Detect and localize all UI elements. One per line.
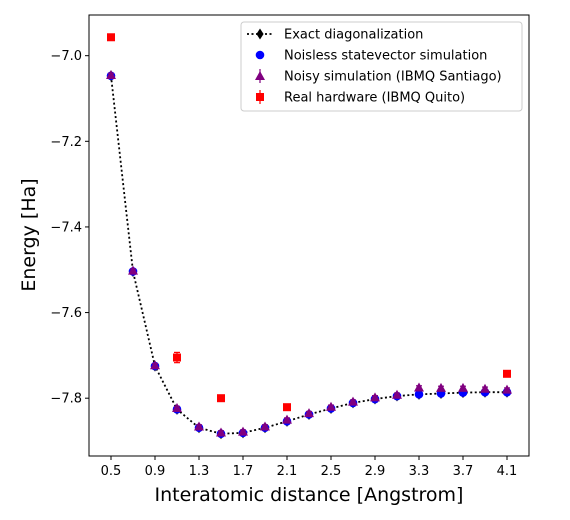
noisy-point bbox=[106, 69, 116, 79]
legend-marker bbox=[256, 28, 264, 40]
x-tick-label: 1.3 bbox=[189, 464, 210, 479]
legend-box bbox=[240, 21, 523, 112]
noisy-point bbox=[238, 426, 248, 436]
noisy-point bbox=[392, 389, 402, 399]
noisy-point bbox=[304, 408, 314, 418]
hardware-point bbox=[173, 353, 181, 362]
hardware-point bbox=[503, 369, 511, 378]
noisy-point bbox=[370, 392, 380, 402]
x-tick-label: 1.7 bbox=[233, 464, 254, 479]
y-tick-label: −7.8 bbox=[50, 392, 82, 407]
hardware-point bbox=[283, 403, 291, 412]
y-tick-label: −7.0 bbox=[50, 49, 82, 64]
x-tick-label: 4.1 bbox=[497, 464, 518, 479]
x-tick-label: 2.9 bbox=[365, 464, 386, 479]
statevector-point bbox=[414, 390, 424, 399]
y-tick-label: −7.4 bbox=[50, 220, 82, 235]
legend-label: Real hardware (IBMQ Quito) bbox=[284, 91, 465, 106]
x-tick-label: 2.5 bbox=[321, 464, 342, 479]
hardware-point bbox=[107, 33, 115, 42]
x-tick-label: 3.3 bbox=[409, 464, 430, 479]
legend-label: Noisless statevector simulation bbox=[284, 49, 487, 64]
noisy-point bbox=[216, 427, 226, 437]
legend-marker bbox=[255, 50, 265, 60]
y-tick-label: −7.6 bbox=[50, 306, 82, 321]
noisy-point bbox=[194, 421, 204, 431]
series-2 bbox=[106, 69, 512, 437]
legend: Exact diagonalization Noisless statevecto… bbox=[240, 21, 523, 112]
noisy-point bbox=[436, 382, 446, 392]
series-layer bbox=[106, 33, 512, 440]
x-axis-title: Interatomic distance [Angstrom] bbox=[155, 484, 464, 506]
hardware-point bbox=[217, 394, 225, 403]
noisy-point bbox=[282, 414, 292, 424]
noisy-point bbox=[480, 383, 490, 393]
series-3 bbox=[107, 33, 511, 412]
x-tick-label: 0.9 bbox=[145, 464, 166, 479]
x-tick-label: 0.5 bbox=[101, 464, 122, 479]
legend-label: Exact diagonalization bbox=[284, 28, 423, 43]
noisy-point bbox=[150, 360, 160, 370]
legend-marker bbox=[256, 93, 264, 101]
plot-frame bbox=[88, 14, 530, 457]
y-tick-label: −7.2 bbox=[50, 135, 82, 150]
y-axis-title: Energy [Ha] bbox=[18, 178, 40, 291]
noisy-point bbox=[260, 421, 270, 431]
x-tick-label: 3.7 bbox=[453, 464, 474, 479]
noisy-point bbox=[414, 382, 424, 392]
noisy-point bbox=[348, 396, 358, 406]
noisy-point bbox=[128, 265, 138, 275]
x-axis: 0.5 0.9 1.3 1.7 2.1 2.5 2.9 3.3 3.7 4.1 bbox=[101, 456, 518, 479]
noisy-point bbox=[502, 384, 512, 394]
legend-marker bbox=[255, 71, 265, 80]
legend-label: Noisy simulation (IBMQ Santiago) bbox=[284, 70, 502, 85]
noisy-point bbox=[326, 401, 336, 411]
noisy-point bbox=[172, 403, 182, 413]
y-axis: −7.0 −7.2 −7.4 −7.6 −7.8 bbox=[50, 49, 89, 407]
x-tick-label: 2.1 bbox=[277, 464, 298, 479]
noisy-point bbox=[458, 382, 468, 392]
